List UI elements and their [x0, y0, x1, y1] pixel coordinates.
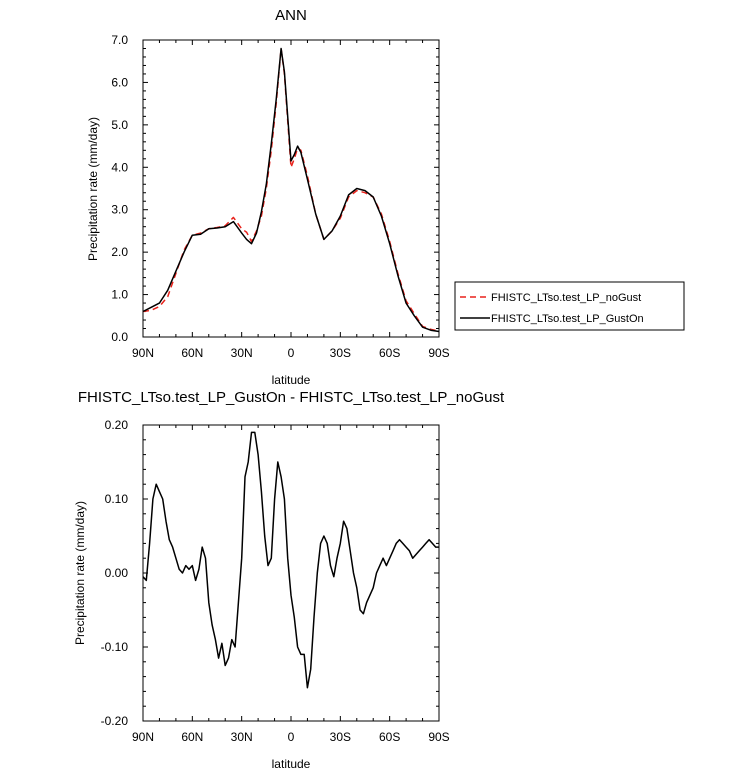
x-tick-label: 60S [379, 730, 400, 744]
legend: FHISTC_LTso.test_LP_noGust FHISTC_LTso.t… [454, 281, 685, 331]
y-tick-label: 0.20 [105, 418, 129, 432]
y-axis: -0.20 -0.10 0.00 0.10 0.20 Precipitation rat… [73, 418, 439, 728]
y-tick-label: 0.00 [105, 566, 129, 580]
chart-title: FHISTC_LTso.test_LP_GustOn - FHISTC_LTso… [78, 389, 505, 406]
x-axis-label: latitude [272, 373, 311, 387]
series-group [142, 47, 440, 333]
y-tick-label: 7.0 [111, 33, 128, 47]
x-axis: 90N 60N 30N 0 30S 60S 90S latitude [132, 425, 450, 771]
series-line-0 [142, 47, 440, 332]
y-axis-label: Precipitation rate (mm/day) [73, 501, 87, 645]
y-axis: 0.0 1.0 2.0 3.0 4.0 5.0 6.0 7.0 Precipitation r… [86, 33, 439, 344]
y-tick-label: 3.0 [111, 203, 128, 217]
legend-box [454, 281, 685, 331]
y-tick-label: 4.0 [111, 160, 128, 174]
x-tick-label: 60S [379, 346, 400, 360]
plot-frame [142, 39, 440, 338]
chart-title: ANN [275, 7, 307, 24]
legend-label-guston: FHISTC_LTso.test_LP_GustOn [491, 313, 644, 325]
chart-precip-annual: ANN 90N 60N 30N 0 30S 60S 90S latitude 0.0 1.0 2… [86, 7, 685, 387]
series-line-0 [142, 431, 439, 689]
x-tick-label: 30N [231, 346, 253, 360]
y-tick-label: 0.0 [111, 330, 128, 344]
y-tick-label: 5.0 [111, 118, 128, 132]
y-tick-label: -0.10 [101, 640, 129, 654]
x-tick-label: 60N [181, 730, 203, 744]
series-group [142, 431, 439, 689]
series-line-1 [142, 47, 440, 333]
plot-frame [142, 424, 440, 722]
x-tick-label: 60N [181, 346, 203, 360]
x-tick-label: 90S [428, 730, 449, 744]
chart-precip-difference: FHISTC_LTso.test_LP_GustOn - FHISTC_LTso… [73, 389, 505, 771]
x-axis: 90N 60N 30N 0 30S 60S 90S latitude [132, 40, 450, 387]
x-axis-label: latitude [272, 757, 311, 771]
y-tick-label: 1.0 [111, 288, 128, 302]
x-tick-label: 0 [288, 730, 295, 744]
legend-label-nogust: FHISTC_LTso.test_LP_noGust [491, 292, 641, 304]
y-tick-label: 2.0 [111, 245, 128, 259]
x-tick-label: 30N [231, 730, 253, 744]
y-tick-label: -0.20 [101, 714, 129, 728]
x-tick-label: 90N [132, 730, 154, 744]
x-tick-label: 0 [288, 346, 295, 360]
x-tick-label: 90N [132, 346, 154, 360]
x-tick-label: 30S [330, 346, 351, 360]
x-tick-label: 30S [330, 730, 351, 744]
x-tick-label: 90S [428, 346, 449, 360]
y-axis-label: Precipitation rate (mm/day) [86, 117, 100, 261]
y-tick-label: 6.0 [111, 75, 128, 89]
y-tick-label: 0.10 [105, 492, 129, 506]
